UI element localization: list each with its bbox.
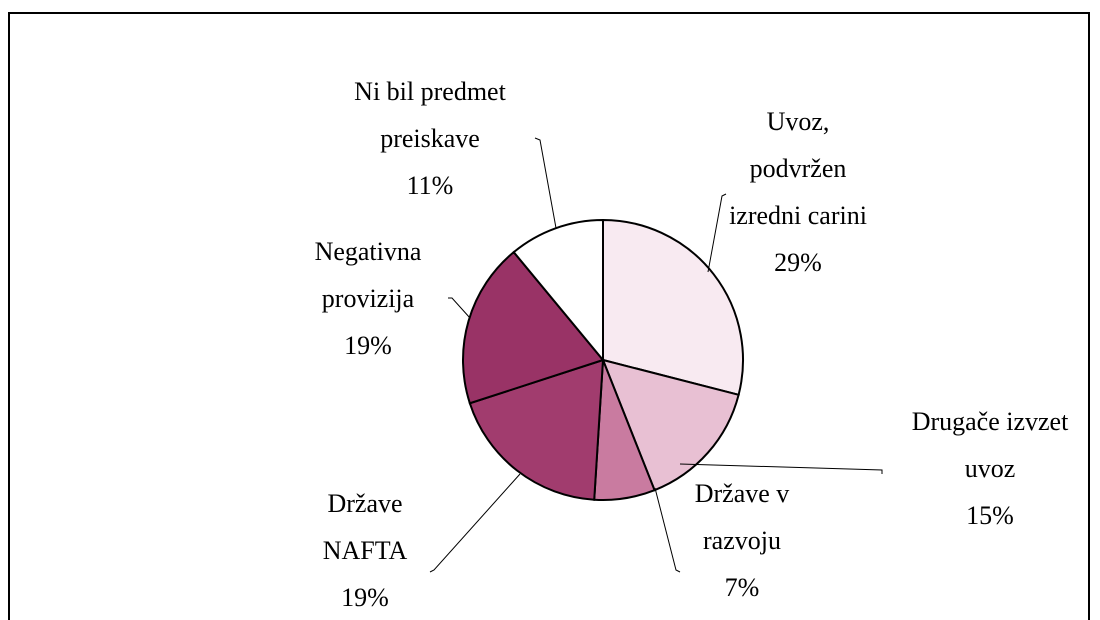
leader-line [448, 297, 471, 319]
value-label: 15% [966, 501, 1014, 530]
leader-line [679, 463, 883, 474]
leader-line [534, 137, 557, 229]
leader-line [429, 473, 521, 573]
leader-line [707, 193, 727, 273]
category-label: Države NAFTA [323, 489, 408, 565]
value-label: 7% [725, 573, 760, 602]
pie-slice [602, 218, 744, 397]
category-label: Drugače izvzet uvoz [912, 407, 1069, 483]
category-label: Ni bil predmet preiskave [354, 77, 506, 153]
pie-slice [468, 358, 605, 501]
value-label: 19% [341, 583, 389, 612]
category-label: Države v razvoju [695, 479, 790, 555]
category-label: Uvoz, podvržen izredni carini [729, 107, 867, 230]
value-label: 19% [344, 331, 392, 360]
pie-slice [462, 250, 605, 405]
value-label: 29% [774, 248, 822, 277]
chart-frame [8, 12, 1090, 620]
value-label: 11% [407, 171, 454, 200]
category-label: Negativna provizija [315, 237, 422, 313]
leader-line [654, 487, 681, 573]
pie-slice [601, 358, 740, 492]
pie-slice [512, 218, 604, 363]
